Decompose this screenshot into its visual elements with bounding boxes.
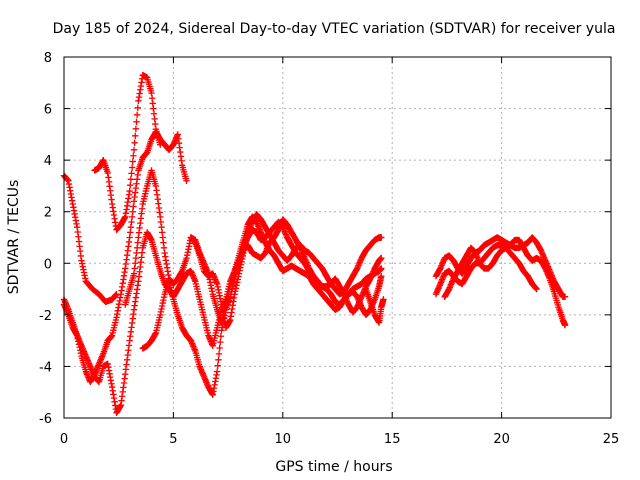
chart-title: Day 185 of 2024, Sidereal Day-to-day VTE… (53, 21, 616, 37)
x-tick-label: 15 (384, 432, 401, 447)
data-point (213, 368, 221, 375)
series-track-3 (91, 71, 164, 233)
data-point (157, 141, 164, 148)
x-tick-label: 20 (493, 432, 510, 447)
data-point (215, 356, 222, 363)
y-tick-label: 8 (44, 51, 52, 66)
data-point (533, 285, 540, 293)
y-tick-label: 4 (44, 154, 52, 169)
data-point (378, 234, 385, 241)
data-point (378, 254, 385, 262)
data-point (214, 362, 221, 369)
data-point (216, 344, 223, 352)
data-point (217, 338, 224, 346)
data-point (128, 170, 135, 177)
data-point (378, 265, 385, 272)
x-tick-label: 10 (275, 432, 292, 447)
series-track-7 (187, 211, 385, 331)
axis-ticks: 0 5 10 15 20 25 -6 -4 -2 0 2 4 6 8 (39, 51, 619, 447)
series-track-11 (441, 236, 569, 329)
series-track-8 (362, 285, 387, 326)
data-point (561, 293, 569, 301)
data-point (380, 296, 387, 303)
y-tick-label: -6 (39, 412, 52, 427)
data-point (215, 350, 223, 358)
data-point (129, 158, 136, 165)
data-point (127, 181, 134, 189)
data-point (131, 139, 138, 147)
x-tick-label: 5 (169, 432, 177, 447)
series-track-2 (60, 128, 190, 386)
data-point (133, 118, 140, 126)
data-point (183, 177, 190, 184)
series-track-4 (60, 213, 385, 417)
y-axis-title: SDTVAR / TECUs (6, 180, 22, 295)
y-tick-label: -2 (39, 309, 52, 324)
x-axis-title: GPS time / hours (275, 459, 392, 475)
grid-lines (64, 57, 611, 418)
plot-frame (63, 56, 612, 419)
data-point (217, 333, 225, 340)
data-point (132, 125, 140, 133)
series-track-9 (432, 242, 540, 298)
data-point (378, 272, 385, 280)
x-tick-label: 25 (603, 432, 620, 447)
x-tick-label: 0 (60, 432, 68, 447)
data-point (130, 146, 138, 154)
data-point (134, 104, 141, 112)
y-tick-label: 0 (44, 257, 52, 272)
data-point (133, 111, 141, 119)
data-point (128, 164, 136, 171)
y-tick-label: -4 (39, 360, 52, 375)
data-point (130, 152, 137, 159)
data-point (126, 187, 133, 195)
data-markers (60, 71, 569, 417)
y-tick-label: 2 (44, 206, 52, 221)
data-point (132, 132, 139, 140)
series-track-1 (60, 172, 120, 306)
data-point (127, 176, 135, 183)
y-tick-label: 6 (44, 103, 52, 118)
data-point (561, 321, 569, 329)
